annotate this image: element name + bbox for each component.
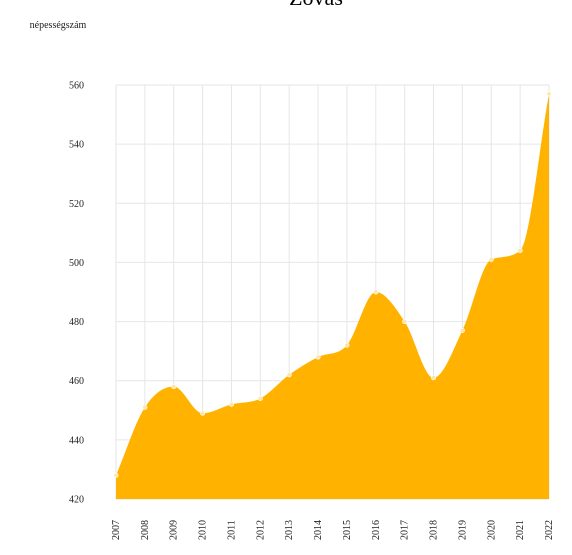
y-tick-label: 560: [69, 81, 84, 92]
data-point: [344, 342, 350, 348]
data-point: [200, 410, 206, 416]
y-tick-label: 540: [69, 140, 84, 151]
data-point: [257, 395, 263, 401]
data-point: [517, 248, 523, 254]
y-tick-label: 460: [69, 376, 84, 387]
data-point: [431, 375, 437, 381]
x-tick-label: 2020: [486, 520, 497, 540]
x-tick-label: 2014: [313, 520, 324, 540]
chart-title: Zovas: [289, 0, 343, 10]
data-point: [546, 91, 552, 97]
x-tick-label: 2016: [371, 520, 382, 540]
x-tick-label: 2019: [457, 520, 468, 540]
x-tick-label: 2012: [255, 520, 266, 540]
data-point: [373, 289, 379, 295]
data-point: [142, 404, 148, 410]
data-point: [315, 354, 321, 360]
area-fill: [116, 93, 549, 499]
x-tick-label: 2018: [429, 520, 440, 540]
data-point: [171, 384, 177, 390]
x-tick-label: 2017: [400, 520, 411, 540]
data-point: [286, 372, 292, 378]
y-tick-label: 420: [69, 495, 84, 506]
x-tick-label: 2007: [111, 520, 122, 540]
y-tick-label: 500: [69, 258, 84, 269]
x-tick-label: 2010: [198, 520, 209, 540]
y-axis-label: népességszám: [30, 20, 87, 31]
x-tick-label: 2022: [544, 520, 555, 540]
area-series: [116, 93, 549, 499]
x-tick-label: 2015: [342, 520, 353, 540]
data-points: [113, 91, 552, 478]
data-point: [488, 256, 494, 262]
x-axis-ticks: 2007 2008 2009 2010 2011 2012 2013 2014 2015 2016…: [111, 520, 555, 540]
data-point: [402, 319, 408, 325]
data-point: [459, 327, 465, 333]
y-tick-label: 520: [69, 199, 84, 210]
y-tick-label: 480: [69, 317, 84, 328]
data-point: [113, 472, 119, 478]
x-tick-label: 2009: [169, 520, 180, 540]
x-tick-label: 2013: [284, 520, 295, 540]
y-tick-label: 440: [69, 435, 84, 446]
y-axis-ticks: 420 440 460 480 500 520 540 560: [69, 81, 84, 506]
x-tick-label: 2011: [226, 520, 237, 540]
x-tick-label: 2021: [515, 520, 526, 540]
x-tick-label: 2008: [140, 520, 151, 540]
data-point: [228, 401, 234, 407]
